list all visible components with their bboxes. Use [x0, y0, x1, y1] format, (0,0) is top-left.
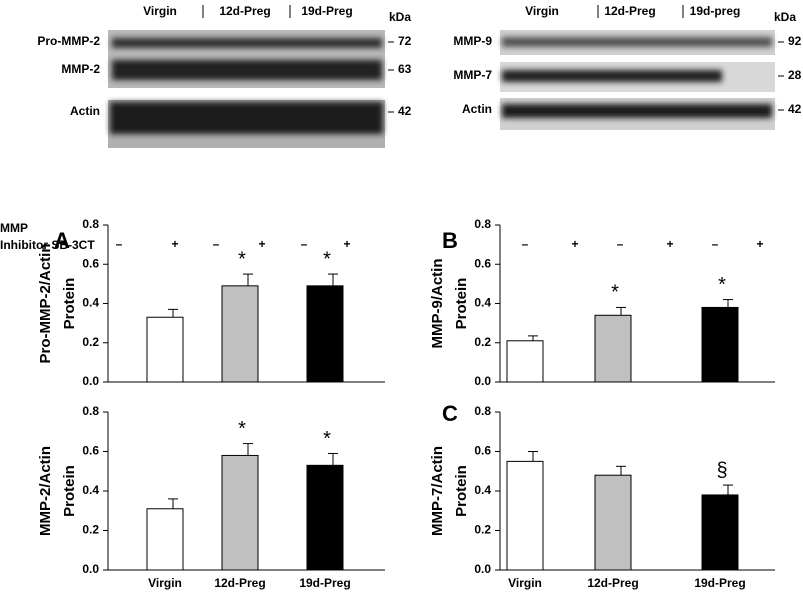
treatment-sign: –	[213, 237, 220, 251]
y-tick-label: 0.0	[474, 374, 491, 388]
y-tick-label: 0.6	[82, 256, 99, 270]
y-tick-label: 0.8	[82, 217, 99, 231]
marker-label: 63	[398, 62, 412, 76]
bar	[701, 306, 739, 383]
unit-label: kDa	[389, 10, 411, 24]
y-tick-label: 0.2	[82, 335, 99, 349]
row-label: MMP-2	[61, 62, 100, 76]
treatment-sign: –	[617, 237, 624, 251]
marker-label: 42	[788, 102, 802, 116]
y-axis-label: Protein	[61, 465, 78, 517]
bar	[594, 474, 632, 571]
y-tick-label: 0.2	[82, 523, 99, 537]
y-tick-label: 0.8	[474, 217, 491, 231]
annotation: *	[718, 274, 726, 296]
x-tick-label: 12d-Preg	[587, 576, 638, 590]
y-tick-label: 0.2	[474, 523, 491, 537]
x-tick-label: 19d-Preg	[299, 576, 350, 590]
y-axis-label: Protein	[61, 278, 78, 330]
annotation: *	[323, 428, 331, 450]
y-tick-label: 0.6	[474, 256, 491, 270]
y-tick-label: 0.4	[474, 483, 491, 497]
lane-label: 19d-preg	[690, 4, 741, 18]
y-tick-label: 0.4	[82, 296, 99, 310]
treatment-sign: +	[756, 237, 763, 251]
bar	[594, 314, 632, 383]
treatment-sign: –	[116, 237, 123, 251]
y-tick-label: 0.4	[82, 483, 99, 497]
band	[112, 38, 382, 48]
treatment-sign: +	[258, 237, 265, 251]
lane-label: 12d-Preg	[219, 4, 270, 18]
band	[110, 102, 383, 134]
treatment-sign: –	[522, 237, 529, 251]
bar	[221, 285, 259, 383]
annotation: *	[323, 248, 331, 270]
marker-label: 72	[398, 34, 412, 48]
y-tick-label: 0.6	[474, 444, 491, 458]
lane-label: Virgin	[525, 4, 559, 18]
y-axis-label: MMP-9/Actin	[429, 259, 446, 349]
y-axis-label: MMP-7/Actin	[429, 446, 446, 536]
bar	[146, 316, 184, 383]
bar	[306, 285, 344, 383]
annotation: §	[716, 459, 727, 481]
y-tick-label: 0.0	[82, 374, 99, 388]
band	[502, 37, 772, 47]
panel-label: A	[54, 228, 70, 253]
y-tick-label: 0.0	[82, 562, 99, 576]
annotation: *	[238, 248, 246, 270]
blot-images	[108, 5, 775, 148]
bar	[221, 454, 259, 571]
y-tick-label: 0.8	[82, 404, 99, 418]
row-label: MMP-9	[453, 34, 492, 48]
treatment-label: Inhibitor SB-3CT	[0, 238, 95, 252]
y-axis-label: Pro-MMP-2/Actin	[37, 244, 54, 364]
band	[502, 104, 772, 118]
lane-label: Virgin	[143, 4, 177, 18]
marker-label: 42	[398, 104, 412, 118]
y-tick-label: 0.4	[474, 296, 491, 310]
bar	[306, 464, 344, 571]
y-tick-label: 0.8	[474, 404, 491, 418]
bar	[506, 340, 544, 383]
bar	[506, 460, 544, 571]
band	[502, 70, 722, 82]
marker-label: 92	[788, 34, 802, 48]
annotation: *	[611, 282, 619, 304]
bar	[146, 508, 184, 571]
y-axis-label: MMP-2/Actin	[37, 446, 54, 536]
lane-label: 19d-Preg	[301, 4, 352, 18]
panel-label: B	[442, 228, 458, 253]
x-tick-label: 12d-Preg	[214, 576, 265, 590]
row-label: Actin	[462, 102, 492, 116]
x-tick-label: Virgin	[148, 576, 182, 590]
panel-label: C	[442, 401, 458, 426]
treatment-sign: +	[571, 237, 578, 251]
treatment-sign: –	[301, 237, 308, 251]
row-label: MMP-7	[453, 68, 492, 82]
lane-label: 12d-Preg	[604, 4, 655, 18]
y-tick-label: 0.6	[82, 444, 99, 458]
annotation: *	[238, 418, 246, 440]
y-axis-label: Protein	[453, 465, 470, 517]
x-tick-label: 19d-Preg	[694, 576, 745, 590]
y-tick-label: 0.2	[474, 335, 491, 349]
band	[112, 60, 382, 80]
treatment-sign: +	[171, 237, 178, 251]
y-axis-label: Protein	[453, 278, 470, 330]
bar	[701, 494, 739, 571]
marker-label: 28	[788, 68, 802, 82]
treatment-sign: –	[712, 237, 719, 251]
treatment-label: MMP	[0, 221, 28, 235]
x-tick-label: Virgin	[508, 576, 542, 590]
row-label: Actin	[70, 104, 100, 118]
treatment-sign: +	[343, 237, 350, 251]
y-tick-label: 0.0	[474, 562, 491, 576]
treatment-sign: +	[666, 237, 673, 251]
row-label: Pro-MMP-2	[37, 34, 100, 48]
unit-label: kDa	[774, 10, 796, 24]
